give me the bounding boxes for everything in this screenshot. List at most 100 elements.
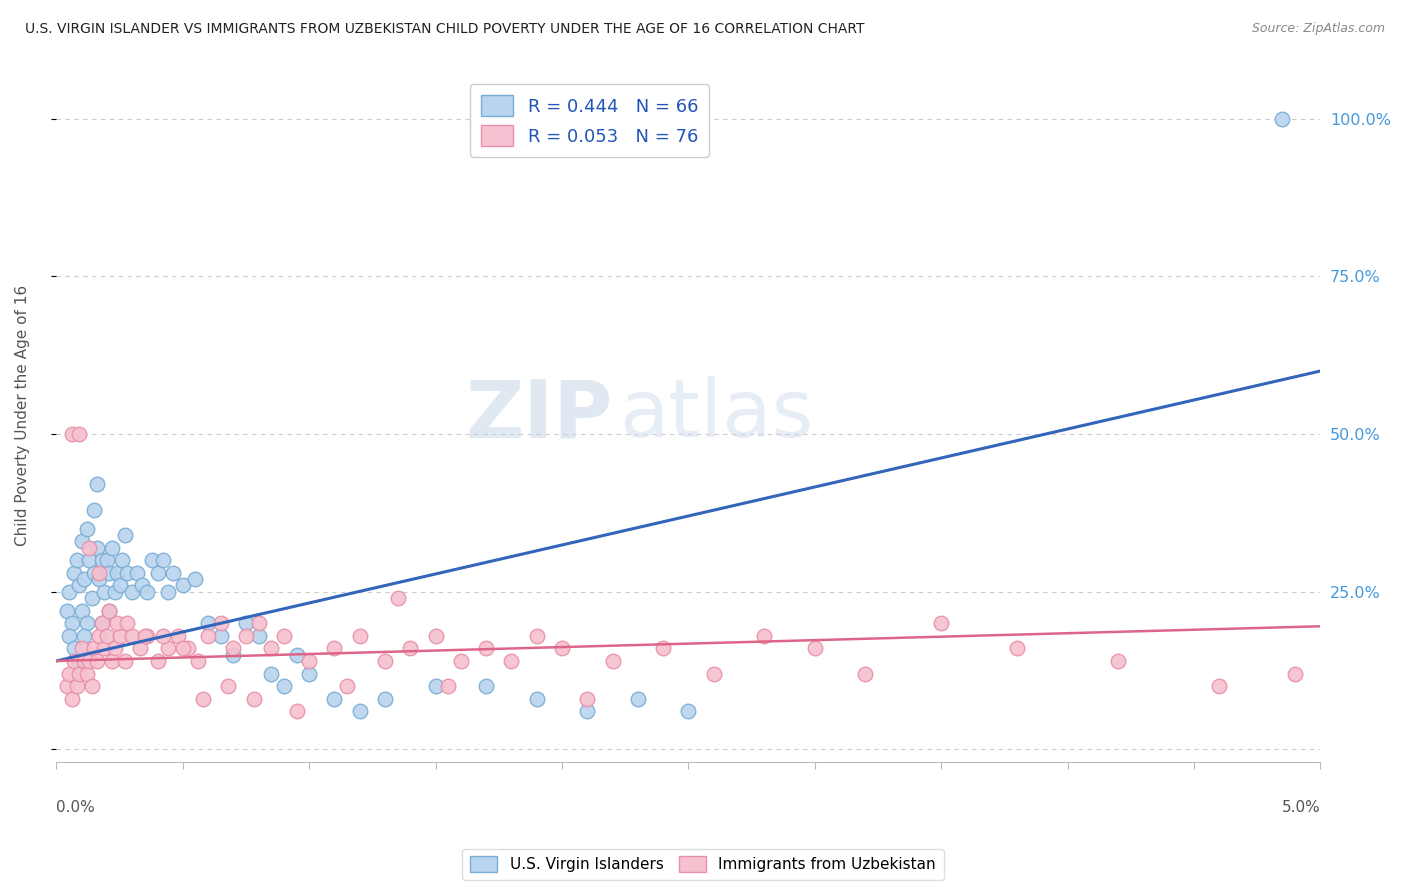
Point bbox=[63, 641, 86, 656]
Point bbox=[217, 679, 239, 693]
Point bbox=[235, 616, 257, 631]
Point bbox=[90, 616, 112, 631]
Point bbox=[77, 654, 100, 668]
Point bbox=[96, 629, 118, 643]
Point bbox=[349, 704, 371, 718]
Point bbox=[1271, 112, 1294, 126]
Point bbox=[83, 502, 105, 516]
Point bbox=[146, 566, 169, 580]
Point bbox=[90, 553, 112, 567]
Point bbox=[260, 641, 283, 656]
Point bbox=[55, 679, 77, 693]
Point bbox=[98, 603, 121, 617]
Point bbox=[65, 679, 87, 693]
Point bbox=[177, 641, 200, 656]
Point bbox=[678, 704, 700, 718]
Point bbox=[374, 654, 396, 668]
Point bbox=[853, 666, 876, 681]
Point bbox=[475, 641, 498, 656]
Point bbox=[576, 691, 599, 706]
Point bbox=[399, 641, 422, 656]
Text: 0.0%: 0.0% bbox=[56, 800, 96, 815]
Point bbox=[101, 541, 124, 555]
Point bbox=[929, 616, 952, 631]
Point bbox=[58, 629, 80, 643]
Text: U.S. VIRGIN ISLANDER VS IMMIGRANTS FROM UZBEKISTAN CHILD POVERTY UNDER THE AGE O: U.S. VIRGIN ISLANDER VS IMMIGRANTS FROM … bbox=[25, 22, 865, 37]
Point bbox=[136, 584, 159, 599]
Point bbox=[191, 691, 214, 706]
Point bbox=[103, 584, 125, 599]
Point bbox=[93, 641, 115, 656]
Text: atlas: atlas bbox=[619, 376, 813, 454]
Point bbox=[131, 578, 153, 592]
Point bbox=[114, 528, 136, 542]
Point bbox=[76, 522, 98, 536]
Point bbox=[273, 629, 295, 643]
Point bbox=[576, 704, 599, 718]
Point bbox=[323, 641, 346, 656]
Point bbox=[242, 691, 264, 706]
Point bbox=[111, 553, 134, 567]
Point bbox=[115, 616, 138, 631]
Point bbox=[77, 648, 100, 662]
Point bbox=[152, 553, 174, 567]
Point bbox=[425, 679, 447, 693]
Point bbox=[83, 566, 105, 580]
Point bbox=[90, 616, 112, 631]
Point bbox=[121, 584, 143, 599]
Point bbox=[247, 616, 270, 631]
Point bbox=[703, 666, 725, 681]
Point bbox=[209, 616, 232, 631]
Point bbox=[323, 691, 346, 706]
Point bbox=[134, 629, 156, 643]
Point bbox=[67, 427, 90, 442]
Point bbox=[425, 629, 447, 643]
Point bbox=[80, 591, 103, 605]
Point bbox=[58, 584, 80, 599]
Point bbox=[803, 641, 825, 656]
Point bbox=[67, 578, 90, 592]
Point bbox=[162, 566, 184, 580]
Point bbox=[1107, 654, 1129, 668]
Point bbox=[60, 691, 83, 706]
Point bbox=[80, 679, 103, 693]
Point bbox=[103, 641, 125, 656]
Point bbox=[285, 648, 308, 662]
Point bbox=[55, 603, 77, 617]
Point bbox=[67, 666, 90, 681]
Point bbox=[63, 566, 86, 580]
Point bbox=[63, 654, 86, 668]
Point bbox=[73, 572, 96, 586]
Point bbox=[136, 629, 159, 643]
Point bbox=[108, 629, 131, 643]
Point bbox=[197, 629, 219, 643]
Point bbox=[298, 666, 321, 681]
Point bbox=[273, 679, 295, 693]
Point bbox=[172, 578, 194, 592]
Point bbox=[187, 654, 209, 668]
Point bbox=[115, 566, 138, 580]
Y-axis label: Child Poverty Under the Age of 16: Child Poverty Under the Age of 16 bbox=[15, 285, 30, 546]
Point bbox=[76, 616, 98, 631]
Point bbox=[298, 654, 321, 668]
Point bbox=[501, 654, 523, 668]
Text: 5.0%: 5.0% bbox=[1281, 800, 1320, 815]
Point bbox=[98, 603, 121, 617]
Point bbox=[222, 641, 245, 656]
Point bbox=[77, 553, 100, 567]
Point bbox=[76, 666, 98, 681]
Point bbox=[70, 603, 93, 617]
Point bbox=[374, 691, 396, 706]
Point bbox=[86, 654, 108, 668]
Point bbox=[73, 654, 96, 668]
Point bbox=[93, 584, 115, 599]
Point bbox=[146, 654, 169, 668]
Point bbox=[437, 679, 460, 693]
Point bbox=[105, 566, 128, 580]
Point bbox=[209, 629, 232, 643]
Point bbox=[526, 691, 548, 706]
Point bbox=[475, 679, 498, 693]
Point bbox=[152, 629, 174, 643]
Legend: U.S. Virgin Islanders, Immigrants from Uzbekistan: U.S. Virgin Islanders, Immigrants from U… bbox=[463, 848, 943, 880]
Point bbox=[86, 477, 108, 491]
